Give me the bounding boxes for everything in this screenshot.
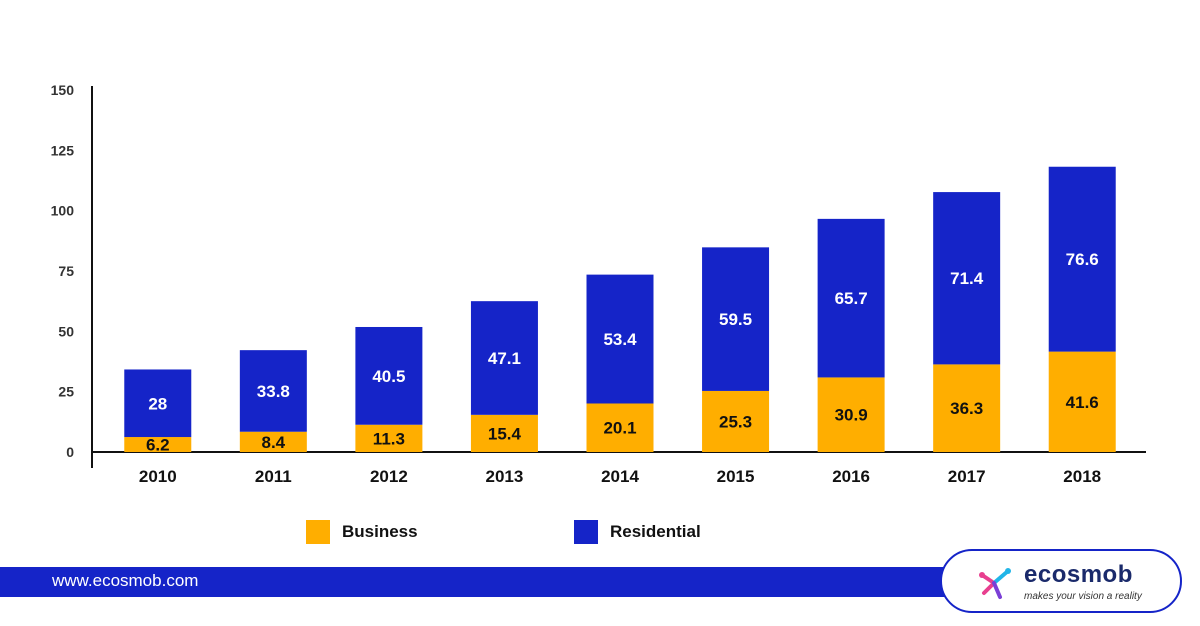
bar-business-2017 bbox=[933, 364, 1001, 452]
bar-residential-2015 bbox=[702, 247, 770, 391]
data-label: 30.9 bbox=[835, 406, 868, 425]
footer-band: www.ecosmob.com bbox=[0, 567, 1000, 597]
legend-label-business: Business bbox=[342, 522, 418, 541]
x-tick-label: 2017 bbox=[948, 467, 986, 486]
x-tick-label: 2010 bbox=[139, 467, 177, 486]
bar-business-2014 bbox=[586, 403, 654, 452]
x-tick-label: 2011 bbox=[255, 467, 292, 486]
data-label: 71.4 bbox=[950, 269, 984, 288]
data-label: 59.5 bbox=[719, 310, 752, 329]
bar-residential-2017 bbox=[933, 192, 1001, 365]
data-label: 76.6 bbox=[1066, 250, 1099, 269]
x-tick-label: 2018 bbox=[1063, 467, 1101, 486]
y-tick-label: 0 bbox=[66, 444, 74, 460]
bar-residential-2018 bbox=[1048, 166, 1116, 352]
y-tick-label: 50 bbox=[58, 323, 74, 339]
y-tick-label: 25 bbox=[58, 384, 74, 400]
y-tick-label: 150 bbox=[51, 82, 75, 98]
data-label: 47.1 bbox=[488, 349, 521, 368]
logo-mark-icon bbox=[979, 568, 1011, 599]
data-label: 11.3 bbox=[373, 429, 405, 448]
bar-business-2015 bbox=[702, 390, 770, 452]
legend-swatch-business bbox=[306, 520, 330, 544]
data-label: 8.4 bbox=[262, 433, 286, 452]
bar-residential-2012 bbox=[355, 326, 423, 425]
legend-swatch-residential bbox=[574, 520, 598, 544]
x-tick-label: 2014 bbox=[601, 467, 639, 486]
bar-residential-2011 bbox=[239, 350, 307, 432]
legend-item-residential: Residential bbox=[574, 520, 701, 544]
bar-residential-2013 bbox=[470, 301, 538, 415]
data-label: 41.6 bbox=[1066, 393, 1099, 412]
bar-residential-2014 bbox=[586, 274, 654, 404]
bar-residential-2016 bbox=[817, 218, 885, 378]
data-label: 6.2 bbox=[146, 436, 170, 455]
y-tick-label: 125 bbox=[51, 142, 75, 158]
data-label: 33.8 bbox=[257, 382, 290, 401]
data-label: 28 bbox=[148, 394, 167, 413]
bar-business-2013 bbox=[470, 414, 538, 452]
bar-business-2018 bbox=[1048, 351, 1116, 452]
x-tick-label: 2012 bbox=[370, 467, 408, 486]
x-tick-label: 2015 bbox=[717, 467, 755, 486]
footer-url[interactable]: www.ecosmob.com bbox=[52, 571, 199, 590]
bar-business-2016 bbox=[817, 377, 885, 452]
data-label: 36.3 bbox=[950, 399, 983, 418]
x-tick-label: 2016 bbox=[832, 467, 870, 486]
legend-item-business: Business bbox=[306, 520, 418, 544]
legend: Business Residential bbox=[0, 520, 1200, 546]
bar-business-2012 bbox=[355, 424, 423, 452]
data-label: 25.3 bbox=[719, 412, 752, 431]
bar-business-2010 bbox=[124, 437, 192, 452]
bar-residential-2010 bbox=[124, 369, 192, 438]
bar-business-2011 bbox=[239, 431, 307, 452]
stacked-bar-chart: 0 25 50 75 100 125 150 6.2 28 2010 8.4 33.8 2011 11.3… bbox=[51, 82, 1146, 486]
data-label: 15.4 bbox=[488, 424, 522, 443]
y-tick-label: 75 bbox=[58, 263, 74, 279]
logo-tagline: makes your vision a reality bbox=[1024, 591, 1142, 602]
data-label: 65.7 bbox=[835, 289, 868, 308]
x-tick-label: 2013 bbox=[486, 467, 524, 486]
legend-label-residential: Residential bbox=[610, 522, 701, 541]
y-tick-label: 100 bbox=[51, 203, 75, 219]
data-label: 40.5 bbox=[372, 367, 405, 386]
data-label: 20.1 bbox=[603, 419, 636, 438]
logo-name: ecosmob bbox=[1024, 561, 1133, 588]
ecosmob-logo: ecosmob makes your vision a reality bbox=[940, 549, 1182, 613]
data-label: 53.4 bbox=[603, 330, 637, 349]
